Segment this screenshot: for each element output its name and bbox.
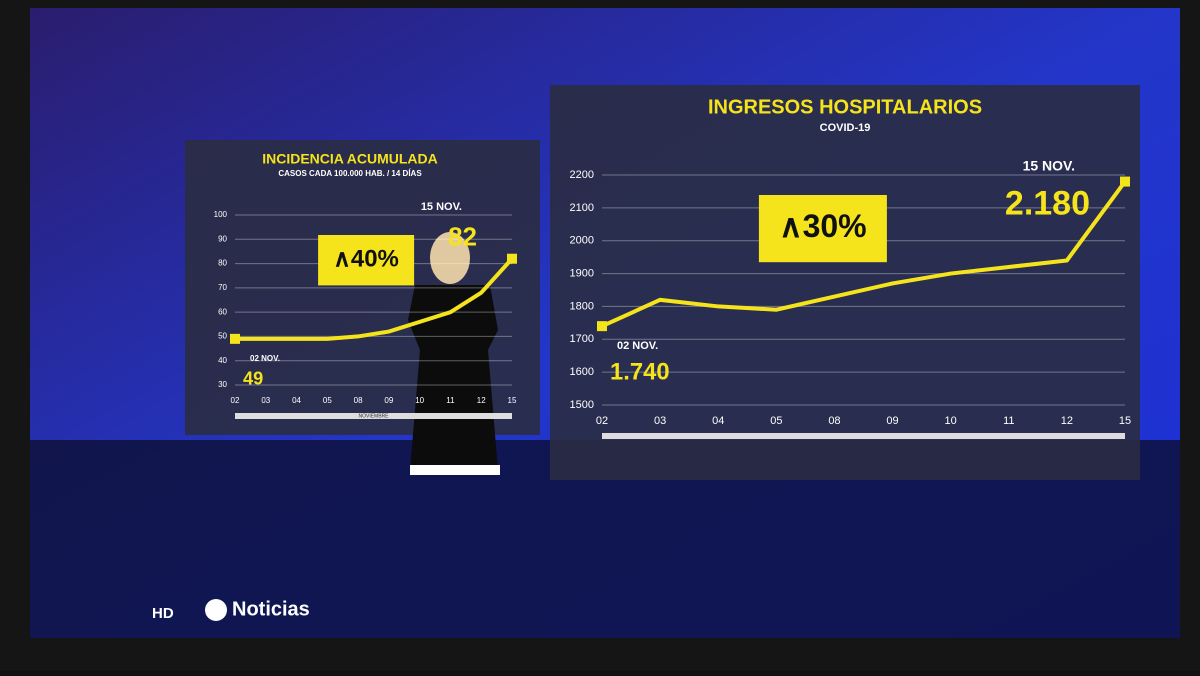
y-tick-label: 100 xyxy=(214,210,228,219)
change-label: ∧40% xyxy=(333,246,399,273)
y-tick-label: 2000 xyxy=(570,235,594,247)
y-tick-label: 1500 xyxy=(570,399,594,411)
x-tick-label: 15 xyxy=(1119,415,1131,427)
presenter xyxy=(408,232,500,475)
end-date: 15 NOV. xyxy=(421,201,462,213)
change-box xyxy=(758,195,887,263)
y-tick-label: 1900 xyxy=(570,267,594,279)
hd-label: HD xyxy=(152,605,174,622)
x-tick-label: 05 xyxy=(323,396,332,405)
y-tick-label: 1600 xyxy=(570,366,594,378)
x-tick-label: 04 xyxy=(712,415,724,427)
data-line xyxy=(601,180,1127,328)
logo xyxy=(205,599,227,621)
data-line xyxy=(235,257,514,341)
x-tick-label: 10 xyxy=(415,396,424,405)
brand: Noticias xyxy=(232,598,310,620)
x-tick-label: 09 xyxy=(384,396,393,405)
y-tick-label: 1800 xyxy=(570,300,594,312)
start-date: 02 NOV. xyxy=(250,354,280,363)
chart-title: INCIDENCIA ACUMULADA xyxy=(262,151,438,167)
x-tick-label: 10 xyxy=(945,415,957,427)
x-tick-label: 12 xyxy=(477,396,486,405)
x-tick-label: 02 xyxy=(231,396,240,405)
end-marker xyxy=(230,333,240,344)
y-tick-label: 40 xyxy=(218,356,227,365)
start-date: 02 NOV. xyxy=(617,340,658,352)
x-axis-bar xyxy=(235,413,512,419)
change-label: ∧30% xyxy=(779,208,866,244)
x-tick-label: 04 xyxy=(292,396,301,405)
y-tick-label: 2100 xyxy=(570,202,594,214)
x-tick-label: 03 xyxy=(654,415,666,427)
end-value: 2.180 xyxy=(1005,185,1090,223)
x-tick-label: 08 xyxy=(354,396,363,405)
end-marker xyxy=(507,253,517,264)
y-tick-label: 70 xyxy=(218,283,227,292)
y-tick-label: 90 xyxy=(218,234,227,243)
panel xyxy=(550,85,1140,480)
x-tick-label: 12 xyxy=(1061,415,1073,427)
y-tick-label: 50 xyxy=(218,332,227,341)
x-tick-label: 15 xyxy=(508,396,517,405)
chart-subtitle: COVID-19 xyxy=(820,122,871,134)
x-tick-label: 03 xyxy=(261,396,270,405)
y-tick-label: 2200 xyxy=(570,169,594,181)
x-axis-bar xyxy=(602,433,1125,439)
x-tick-label: 05 xyxy=(770,415,782,427)
x-tick-label: 08 xyxy=(828,415,840,427)
y-tick-label: 30 xyxy=(218,380,227,389)
y-tick-label: 60 xyxy=(218,307,227,316)
y-tick-label: 1700 xyxy=(570,333,594,345)
x-axis-label: NOVIEMBRE xyxy=(358,413,389,419)
end-date: 15 NOV. xyxy=(1023,158,1075,174)
start-value: 49 xyxy=(243,368,263,388)
x-tick-label: 11 xyxy=(1003,415,1014,427)
end-marker xyxy=(597,321,607,332)
change-box xyxy=(318,235,415,286)
end-marker xyxy=(1120,176,1130,187)
y-tick-label: 80 xyxy=(218,259,227,268)
x-tick-label: 11 xyxy=(446,396,455,405)
start-value: 1.740 xyxy=(610,359,670,386)
x-tick-label: 02 xyxy=(596,415,608,427)
chart-subtitle: CASOS CADA 100.000 HAB. / 14 DÍAS xyxy=(278,169,422,178)
end-value: 82 xyxy=(448,221,477,251)
chart-title: INGRESOS HOSPITALARIOS xyxy=(708,96,982,118)
x-tick-label: 09 xyxy=(886,415,898,427)
